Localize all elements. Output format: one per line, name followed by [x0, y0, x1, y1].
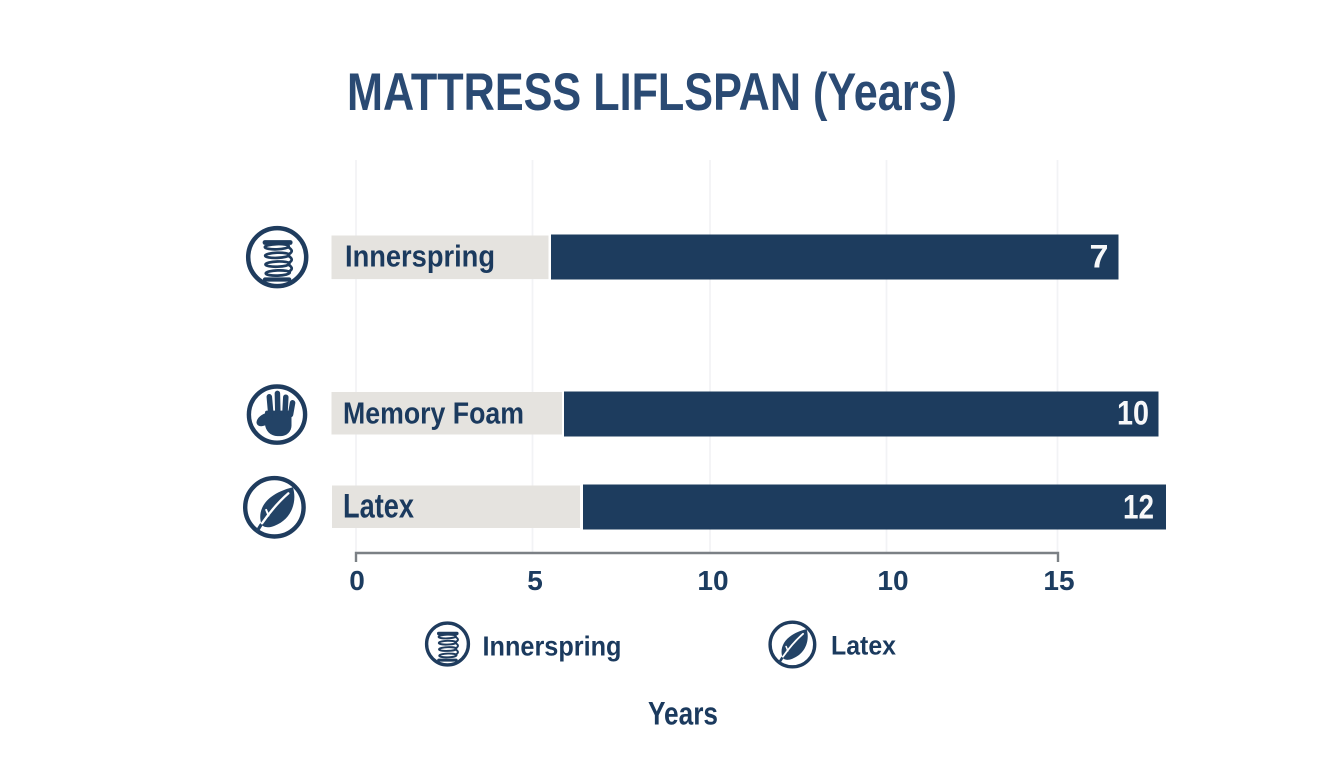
svg-text:10: 10: [1117, 395, 1149, 433]
svg-text:7: 7: [1090, 239, 1109, 275]
svg-text:Innerspring: Innerspring: [483, 631, 622, 662]
svg-text:Years: Years: [648, 696, 718, 732]
svg-text:15: 15: [1043, 565, 1074, 596]
svg-text:5: 5: [527, 565, 543, 596]
svg-text:10: 10: [877, 565, 908, 596]
svg-text:12: 12: [1123, 489, 1154, 527]
svg-text:Innerspring: Innerspring: [345, 239, 495, 274]
svg-text:Latex: Latex: [343, 488, 414, 526]
svg-text:10: 10: [697, 565, 728, 596]
svg-text:Latex: Latex: [831, 631, 896, 661]
svg-text:Memory Foam: Memory Foam: [343, 396, 524, 431]
svg-text:MATTRESS LIFLSPAN (Years): MATTRESS LIFLSPAN (Years): [347, 63, 957, 122]
svg-text:0: 0: [349, 565, 365, 596]
